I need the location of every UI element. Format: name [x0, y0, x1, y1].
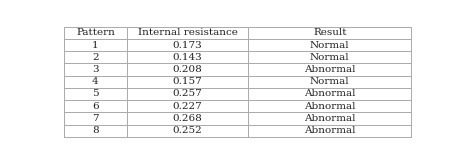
Text: 0.227: 0.227: [172, 102, 202, 111]
FancyBboxPatch shape: [126, 76, 248, 88]
Text: Internal resistance: Internal resistance: [137, 28, 237, 37]
Text: Normal: Normal: [309, 40, 349, 49]
Text: 0.208: 0.208: [172, 65, 202, 74]
Text: 3: 3: [92, 65, 99, 74]
FancyBboxPatch shape: [248, 39, 411, 51]
Text: Normal: Normal: [309, 53, 349, 62]
Text: 4: 4: [92, 77, 99, 86]
FancyBboxPatch shape: [64, 27, 126, 39]
Text: 0.173: 0.173: [172, 40, 202, 49]
Text: Normal: Normal: [309, 77, 349, 86]
FancyBboxPatch shape: [126, 88, 248, 100]
Text: 8: 8: [92, 126, 99, 135]
Text: 6: 6: [92, 102, 99, 111]
FancyBboxPatch shape: [126, 63, 248, 76]
FancyBboxPatch shape: [248, 125, 411, 137]
Text: 0.157: 0.157: [172, 77, 202, 86]
Text: Abnormal: Abnormal: [303, 114, 355, 123]
FancyBboxPatch shape: [126, 100, 248, 112]
FancyBboxPatch shape: [64, 125, 126, 137]
Text: Pattern: Pattern: [76, 28, 115, 37]
Text: Abnormal: Abnormal: [303, 126, 355, 135]
FancyBboxPatch shape: [64, 51, 126, 63]
FancyBboxPatch shape: [248, 27, 411, 39]
FancyBboxPatch shape: [64, 63, 126, 76]
FancyBboxPatch shape: [248, 100, 411, 112]
FancyBboxPatch shape: [126, 39, 248, 51]
Text: 0.268: 0.268: [172, 114, 202, 123]
FancyBboxPatch shape: [248, 51, 411, 63]
Text: Abnormal: Abnormal: [303, 102, 355, 111]
Text: 1: 1: [92, 40, 99, 49]
FancyBboxPatch shape: [126, 51, 248, 63]
FancyBboxPatch shape: [126, 27, 248, 39]
FancyBboxPatch shape: [64, 112, 126, 125]
Text: 0.252: 0.252: [172, 126, 202, 135]
FancyBboxPatch shape: [126, 112, 248, 125]
FancyBboxPatch shape: [64, 88, 126, 100]
FancyBboxPatch shape: [126, 125, 248, 137]
FancyBboxPatch shape: [64, 100, 126, 112]
Text: 5: 5: [92, 89, 99, 98]
Text: Abnormal: Abnormal: [303, 89, 355, 98]
Text: 0.257: 0.257: [172, 89, 202, 98]
Text: Abnormal: Abnormal: [303, 65, 355, 74]
Text: 2: 2: [92, 53, 99, 62]
FancyBboxPatch shape: [64, 39, 126, 51]
FancyBboxPatch shape: [248, 63, 411, 76]
Text: 7: 7: [92, 114, 99, 123]
FancyBboxPatch shape: [248, 76, 411, 88]
Text: 0.143: 0.143: [172, 53, 202, 62]
FancyBboxPatch shape: [248, 112, 411, 125]
FancyBboxPatch shape: [64, 76, 126, 88]
Text: Result: Result: [313, 28, 346, 37]
FancyBboxPatch shape: [248, 88, 411, 100]
